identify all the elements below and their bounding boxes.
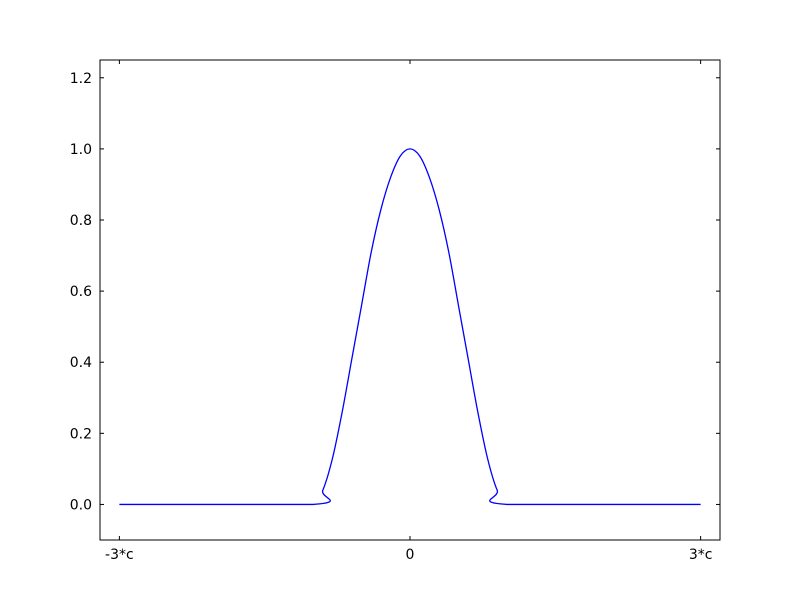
y-tick-label: 0.2 <box>70 426 92 442</box>
y-tick-label: 0.6 <box>70 284 92 300</box>
y-tick-label: 0.4 <box>70 355 92 371</box>
ticks: -3*c 0 3*c 0.0 0.2 0.4 0.6 0.8 1.0 1.2 <box>70 60 720 563</box>
plot-area <box>99 59 721 541</box>
x-tick-label: -3*c <box>105 547 134 563</box>
x-tick-label: 0 <box>406 547 415 563</box>
series-group <box>119 148 701 506</box>
x-tick-label: 3*c <box>689 547 713 563</box>
y-tick-label: 0.8 <box>70 213 92 229</box>
y-tick-label: 1.2 <box>70 71 92 87</box>
y-tick-label: 1.0 <box>70 142 92 158</box>
y-tick-label: 0.0 <box>70 497 92 513</box>
series-line <box>119 148 701 506</box>
